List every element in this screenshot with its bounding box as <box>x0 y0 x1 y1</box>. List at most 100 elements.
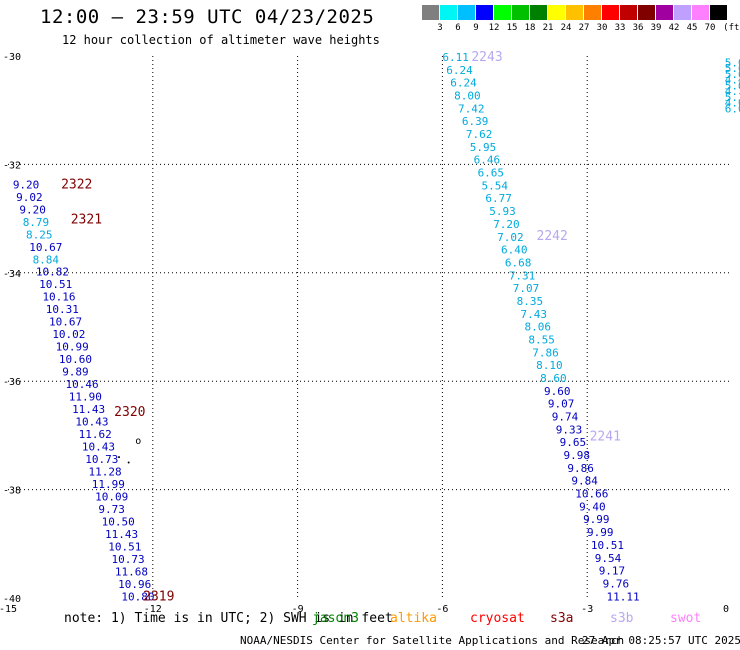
swh-value: 10.66 <box>575 488 608 501</box>
swh-value: 6.77 <box>485 192 512 205</box>
swh-value: 10.43 <box>82 441 115 454</box>
swh-value: 6.39 <box>462 115 489 128</box>
lon-tick-label: -15 <box>0 604 17 615</box>
credit-line: NOAA/NESDIS Center for Satellite Applica… <box>240 634 625 647</box>
swh-value: 8.00 <box>454 90 481 103</box>
legend-label: 45 <box>686 23 698 33</box>
footer-note-row: note: 1) Time is in UTC; 2) SWH is in fe… <box>0 611 740 629</box>
swh-value: 9.65 <box>560 436 587 449</box>
swh-value: 6.40 <box>501 244 528 257</box>
swh-value: 10.43 <box>75 416 108 429</box>
legend-swatch <box>656 5 673 20</box>
page-title: 12:00 – 23:59 UTC 04/23/2025 <box>40 6 375 28</box>
swh-value: 7.02 <box>497 231 524 244</box>
swh-value: 10.60 <box>59 353 92 366</box>
map-grid <box>8 56 732 598</box>
mission-label: altika <box>390 611 437 626</box>
swh-value: 5.54 <box>481 179 508 192</box>
pass-label: 2319 <box>143 589 174 604</box>
lon-tick-label: -3 <box>581 604 593 615</box>
swh-value: 5.93 <box>489 205 515 218</box>
mission-label: s3a <box>550 611 574 626</box>
swh-value: 9.76 <box>603 577 630 590</box>
swh-value: 9.99 <box>587 526 614 539</box>
legend-label: 21 <box>542 23 554 33</box>
legend-swatch <box>692 5 709 20</box>
island-dot <box>118 456 121 459</box>
mission-label: cryosat <box>470 611 525 626</box>
swh-value: 4.7 <box>725 85 740 98</box>
swh-value: 4.6 <box>725 97 740 110</box>
swh-value: 10.96 <box>118 578 151 591</box>
swh-value: 6.65 <box>478 167 505 180</box>
swh-value: 6.46 <box>474 154 501 167</box>
legend-label: 33 <box>614 23 626 33</box>
swh-value: 8.06 <box>524 321 551 334</box>
swh-value: 4.4 <box>725 74 740 87</box>
swh-value: 11.28 <box>89 465 122 478</box>
swh-value: 10.02 <box>52 328 85 341</box>
legend-swatch <box>602 5 619 20</box>
swh-value: 10.51 <box>108 540 141 553</box>
swh-value: 10.73 <box>85 453 118 466</box>
page-subtitle: 12 hour collection of altimeter wave hei… <box>62 33 380 47</box>
island-label: o <box>135 436 141 447</box>
legend-unit: (ft) <box>723 23 740 33</box>
island-dot <box>127 461 130 464</box>
swh-value: 7.42 <box>458 102 485 115</box>
swh-value: 11.11 <box>607 590 640 603</box>
swh-value: 8.35 <box>517 295 544 308</box>
swh-value: 10.51 <box>39 278 72 291</box>
lat-tick-label: -38 <box>3 486 21 497</box>
swh-value: 7.62 <box>466 128 493 141</box>
legend-label: 36 <box>632 23 644 33</box>
legend-swatch <box>548 5 565 20</box>
legend-swatch <box>710 5 727 20</box>
pass-labels: 2322 2321 2320 2319 2243 2242 2241 <box>61 50 621 604</box>
swh-value: 7.20 <box>493 218 520 231</box>
swh-value: 7.07 <box>513 282 540 295</box>
swh-value: 5.6 <box>725 68 740 81</box>
legend-swatch <box>476 5 493 20</box>
swh-value: 9.99 <box>583 513 610 526</box>
swh-value: 8.60 <box>540 372 567 385</box>
lat-tick-label: -34 <box>3 269 21 280</box>
pass-label: 2241 <box>590 429 621 444</box>
legend-label: 9 <box>473 23 479 33</box>
swh-value: 9.54 <box>595 552 622 565</box>
pass-label: 2243 <box>471 50 502 65</box>
swh-value: 6.0 <box>725 102 740 115</box>
swh-value: 9.89 <box>62 366 89 379</box>
swh-value: 9.17 <box>599 565 626 578</box>
altimeter-tracks: 9.209.029.208.798.2510.678.8410.8210.511… <box>13 51 740 603</box>
swh-value: 8.55 <box>528 333 555 346</box>
legend-swatch <box>512 5 529 20</box>
swh-value: 8.79 <box>23 216 50 229</box>
swh-value: 8.25 <box>26 228 53 241</box>
swh-value: 11.99 <box>92 478 125 491</box>
swh-value: 11.62 <box>79 428 112 441</box>
swh-value: 10.51 <box>591 539 624 552</box>
swh-value: 5.3 <box>725 91 740 104</box>
legend-label: 3 <box>437 23 443 33</box>
swh-value: 9.33 <box>556 423 583 436</box>
legend-swatch <box>440 5 457 20</box>
pass-label: 2320 <box>114 405 145 420</box>
swh-value: 10.31 <box>46 303 79 316</box>
swh-value: 9.20 <box>13 178 40 191</box>
swh-value: 10.67 <box>49 316 82 329</box>
legend-label: 12 <box>488 23 500 33</box>
legend-swatch <box>584 5 601 20</box>
swh-value: 10.80 <box>121 590 154 603</box>
swh-value: 8.84 <box>33 253 60 266</box>
legend-label: 70 <box>704 23 716 33</box>
mission-legend: jason3 altika cryosat s3a s3b swot <box>0 611 740 629</box>
swh-value: 9.40 <box>579 500 606 513</box>
swh-value: 9.07 <box>548 398 575 411</box>
swh-value: 11.68 <box>115 565 148 578</box>
pass-label: 2321 <box>71 213 102 228</box>
pass-label: 2322 <box>61 177 92 192</box>
lon-tick-label: 0 <box>723 604 729 615</box>
swh-value: 11.90 <box>69 391 102 404</box>
